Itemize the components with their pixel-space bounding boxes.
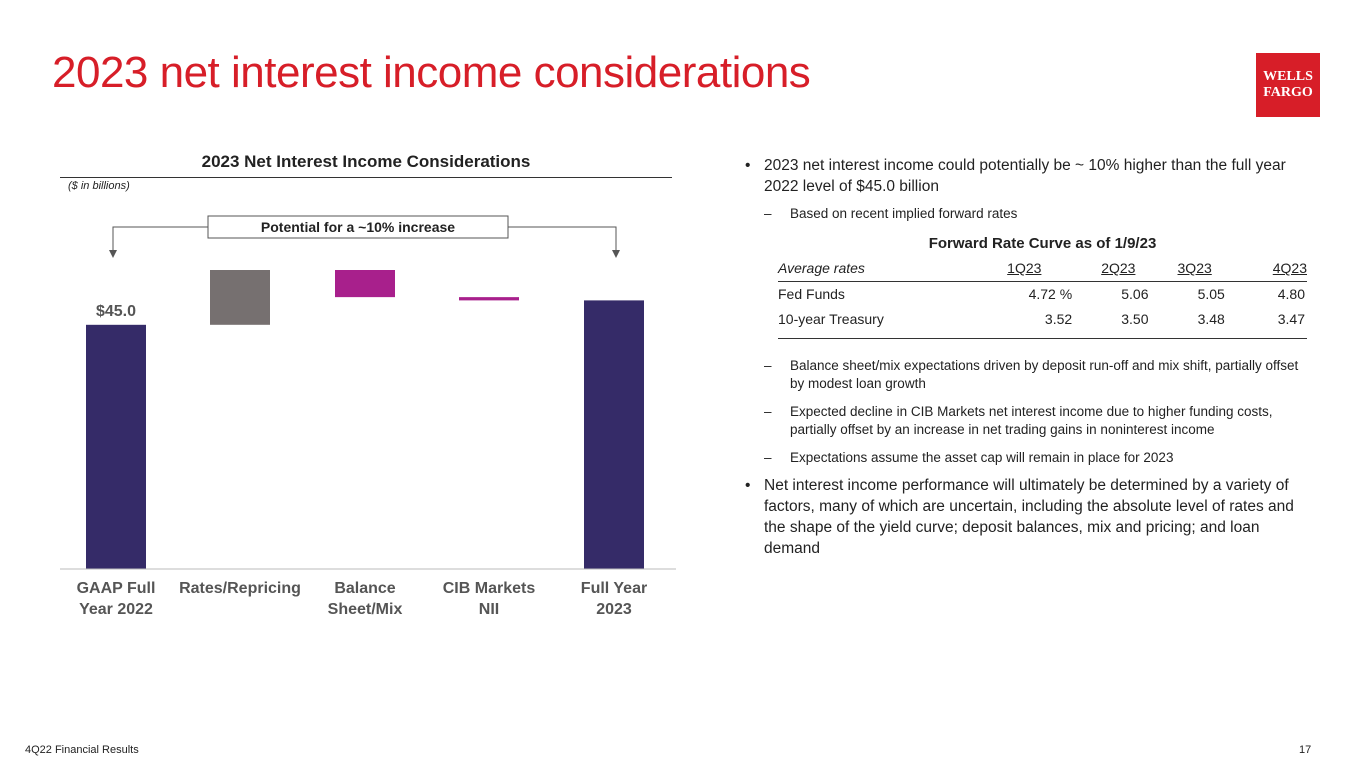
data-label: $45.0 xyxy=(96,303,136,320)
row-label: Fed Funds xyxy=(778,286,845,302)
chart-units: ($ in billions) xyxy=(68,180,130,192)
bar-balance-sheet-mix xyxy=(335,270,395,298)
x-tick-label: Full Year 2023 xyxy=(581,580,647,618)
sub-bullet-cib-markets: Expected decline in CIB Markets net inte… xyxy=(745,403,1305,439)
increase-bracket: Potential for a ~10% increase xyxy=(109,215,620,258)
bracket-left-arrow xyxy=(109,250,117,258)
bar-full-year-2023 xyxy=(584,300,644,569)
bullet-nii-outlook: 2023 net interest income could potential… xyxy=(745,155,1305,197)
cell-value: 5.05 xyxy=(1197,286,1225,302)
cell-value: 4.80 xyxy=(1277,286,1305,302)
bullet-nii-factors: Net interest income performance will ult… xyxy=(745,475,1305,559)
x-tick-label: Balance Sheet/Mix xyxy=(328,580,403,618)
cell-value: 3.50 xyxy=(1080,307,1157,339)
wells-fargo-logo: WELLS FARGO xyxy=(1256,53,1320,117)
annotation-box xyxy=(207,215,509,239)
cell-value: 3.47 xyxy=(1232,307,1307,339)
bar-cib-markets-nii xyxy=(459,297,519,301)
table-header-2q23: 2Q23 xyxy=(1080,256,1157,282)
chart-title-rule xyxy=(60,177,672,178)
table-header-1q23: 1Q23 xyxy=(968,256,1081,282)
bracket-right-line xyxy=(508,226,617,252)
table-row-10-year-treasury: 10-year Treasury 3.52 3.50 3.48 3.47 xyxy=(778,307,1307,339)
bracket-left-line xyxy=(112,226,208,252)
logo-text: WELLS FARGO xyxy=(1263,69,1313,100)
cell-value: 5.06 xyxy=(1121,286,1149,302)
chart-title: 2023 Net Interest Income Considerations xyxy=(201,152,531,171)
forward-rate-table: Forward Rate Curve as of 1/9/23 Average … xyxy=(778,233,1307,339)
x-tick-label: Rates/Repricing xyxy=(179,580,301,597)
x-tick-label: GAAP Full Year 2022 xyxy=(77,580,156,618)
table-header-4q23: 4Q23 xyxy=(1232,256,1307,282)
footer-report-name: 4Q22 Financial Results xyxy=(25,744,139,756)
sub-bullet-balance-sheet: Balance sheet/mix expectations driven by… xyxy=(745,357,1305,393)
sub-bullet-asset-cap: Expectations assume the asset cap will r… xyxy=(745,449,1305,467)
row-label: 10-year Treasury xyxy=(778,307,969,339)
forward-rate-table-title: Forward Rate Curve as of 1/9/23 xyxy=(928,235,1157,252)
cell-value: 3.48 xyxy=(1156,307,1233,339)
bar-gaap-full-year-2022 xyxy=(86,324,146,569)
bar-rates-repricing xyxy=(210,270,270,325)
cell-value: 3.52 xyxy=(968,307,1081,339)
cell-value: 4.72 % xyxy=(1028,286,1073,302)
table-header-average-rates: Average rates xyxy=(778,256,969,282)
page-number: 17 xyxy=(1299,744,1312,756)
commentary: 2023 net interest income could potential… xyxy=(745,155,1307,559)
table-header-3q23: 3Q23 xyxy=(1156,256,1233,282)
bracket-right-arrow xyxy=(612,250,620,258)
annotation-label: Potential for a ~10% increase xyxy=(261,219,455,235)
x-tick-label: CIB Markets NII xyxy=(443,580,536,618)
sub-bullet-forward-rates: Based on recent implied forward rates xyxy=(745,205,1305,223)
table-row-fed-funds: Fed Funds 4.72 % 5.06 5.05 4.80 xyxy=(778,282,1307,308)
waterfall-chart: Potential for a ~10% increase $45.0 GAAP… xyxy=(60,215,676,618)
page-title: 2023 net interest income considerations xyxy=(52,48,811,97)
